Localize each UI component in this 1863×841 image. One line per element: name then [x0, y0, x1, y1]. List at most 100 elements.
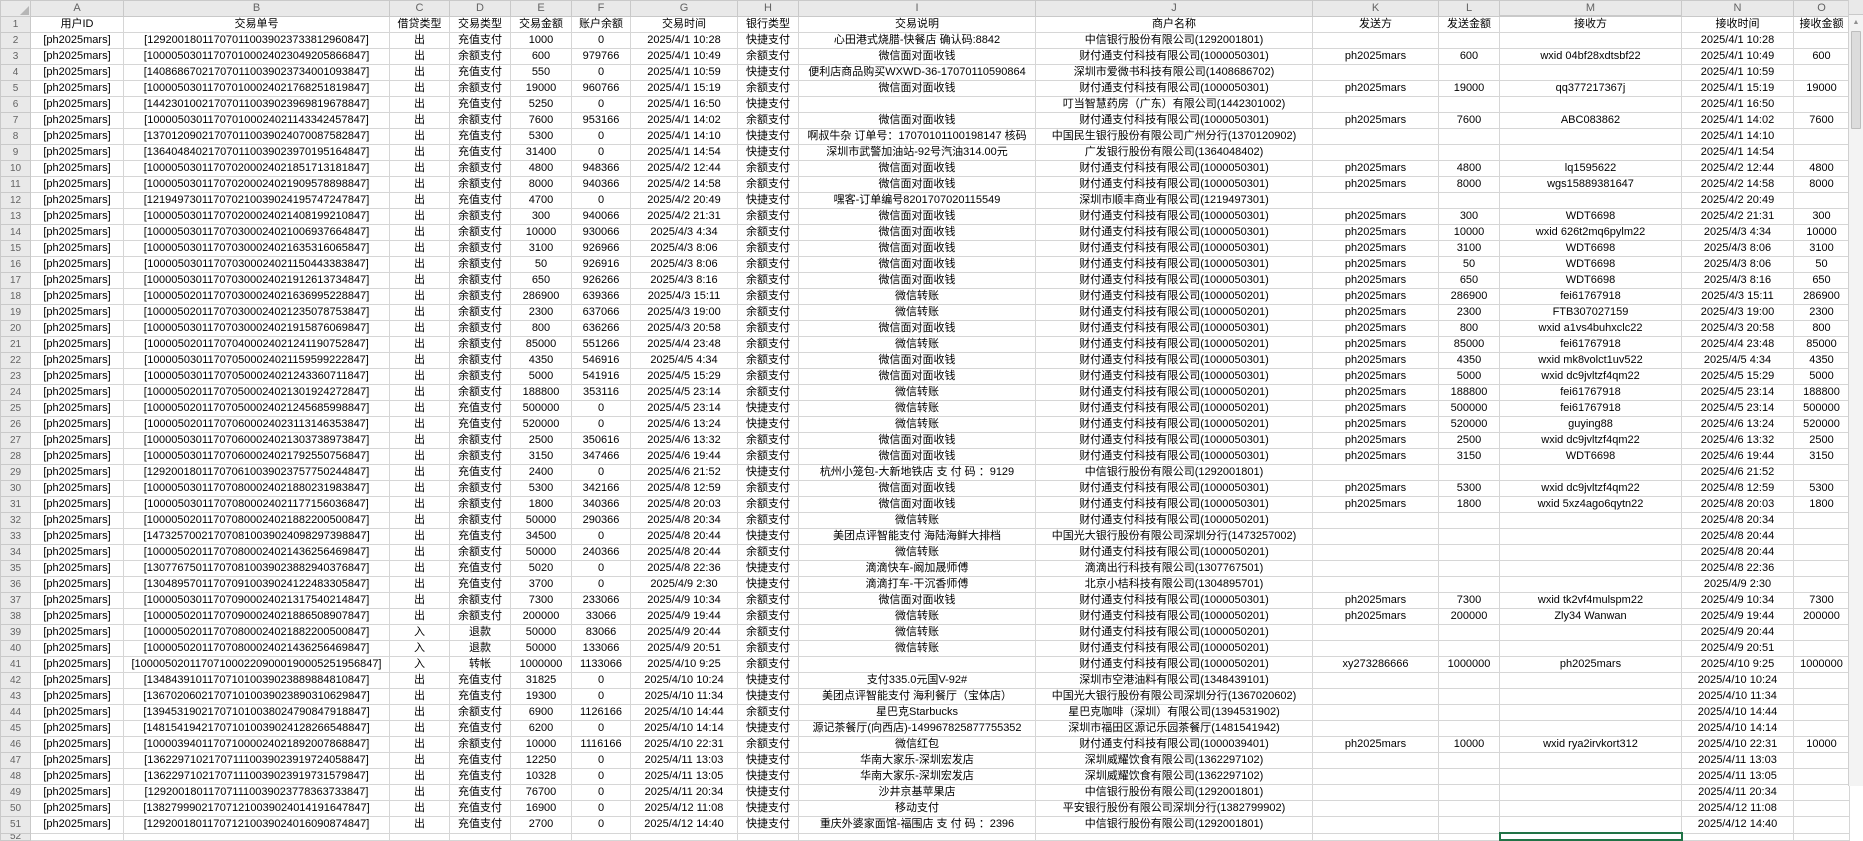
- cell[interactable]: 2025/4/3 15:11: [630, 288, 738, 305]
- cell[interactable]: [ph2025mars]: [30, 816, 124, 834]
- column-header-I[interactable]: I: [798, 0, 1036, 17]
- row-header-31[interactable]: 31: [0, 496, 31, 513]
- cell[interactable]: 2025/4/11 13:03: [1681, 752, 1794, 769]
- cell[interactable]: 充值支付: [449, 672, 511, 689]
- cell[interactable]: 926266: [571, 272, 631, 289]
- cell[interactable]: WDT6698: [1499, 240, 1682, 257]
- row-header-45[interactable]: 45: [0, 720, 31, 737]
- cell[interactable]: ph2025mars: [1312, 112, 1439, 129]
- cell[interactable]: [1498, 832, 1683, 841]
- cell[interactable]: 出: [389, 672, 450, 689]
- cell[interactable]: 出: [389, 368, 450, 385]
- cell[interactable]: 余额支付: [737, 544, 799, 561]
- cell[interactable]: 出: [389, 208, 450, 225]
- cell[interactable]: [1499, 64, 1682, 81]
- cell[interactable]: 6900: [510, 704, 572, 721]
- cell[interactable]: wgs15889381647: [1499, 176, 1682, 193]
- row-header-3[interactable]: 3: [0, 48, 31, 65]
- cell[interactable]: 2025/4/12 11:08: [1681, 800, 1794, 817]
- cell[interactable]: 财付通支付科技有限公司(1000050301): [1035, 48, 1313, 65]
- cell[interactable]: 233066: [571, 592, 631, 609]
- row-header-8[interactable]: 8: [0, 128, 31, 145]
- cell[interactable]: ph2025mars: [1312, 416, 1439, 433]
- row-header-24[interactable]: 24: [0, 384, 31, 401]
- cell[interactable]: [ph2025mars]: [30, 80, 124, 97]
- cell[interactable]: 余额支付: [449, 512, 511, 529]
- cell[interactable]: ph2025mars: [1312, 320, 1439, 337]
- cell[interactable]: 出: [389, 720, 450, 737]
- field-header-cell[interactable]: 发送金额: [1438, 15, 1500, 33]
- cell[interactable]: 0: [571, 560, 631, 577]
- cell[interactable]: [1312, 544, 1439, 561]
- cell[interactable]: 杭州小笼包-大新地铁店 支 付 码 ：9129: [798, 464, 1036, 481]
- cell[interactable]: [1793, 464, 1850, 481]
- scrollbar-thumb[interactable]: [1851, 31, 1861, 129]
- cell[interactable]: [1499, 784, 1682, 801]
- cell[interactable]: [ph2025mars]: [30, 688, 124, 705]
- cell[interactable]: fei61767918: [1499, 384, 1682, 401]
- cell[interactable]: 平安银行股份有限公司深圳分行(1382799902): [1035, 800, 1313, 817]
- cell[interactable]: 财付通支付科技有限公司(1000050201): [1035, 416, 1313, 433]
- cell[interactable]: 微信转账: [798, 336, 1036, 353]
- cell[interactable]: 财付通支付科技有限公司(1000050301): [1035, 80, 1313, 97]
- cell[interactable]: [100005030117070800024021880231983847]: [123, 480, 390, 497]
- cell[interactable]: 2025/4/3 4:34: [1681, 224, 1794, 241]
- cell[interactable]: [1499, 768, 1682, 785]
- row-header-30[interactable]: 30: [0, 480, 31, 497]
- cell[interactable]: [1499, 688, 1682, 705]
- cell[interactable]: 3100: [1793, 240, 1850, 257]
- cell[interactable]: 微信面对面收钱: [798, 256, 1036, 273]
- cell[interactable]: 财付通支付科技有限公司(1000050301): [1035, 256, 1313, 273]
- cell[interactable]: 滴滴快车-阚加晟师傅: [798, 560, 1036, 577]
- cell[interactable]: 2025/4/1 16:50: [630, 96, 738, 113]
- cell[interactable]: 19000: [1438, 80, 1500, 97]
- cell[interactable]: 出: [389, 288, 450, 305]
- cell[interactable]: [136702060217071010039023890310629847]: [123, 688, 390, 705]
- cell[interactable]: 50000: [510, 544, 572, 561]
- cell[interactable]: 600: [510, 48, 572, 65]
- cell[interactable]: 50000: [510, 640, 572, 657]
- cell[interactable]: 200000: [1438, 608, 1500, 625]
- cell[interactable]: 200000: [1793, 608, 1850, 625]
- cell[interactable]: ph2025mars: [1312, 160, 1439, 177]
- cell[interactable]: [ph2025mars]: [30, 32, 124, 49]
- cell[interactable]: [ph2025mars]: [30, 64, 124, 81]
- field-header-cell[interactable]: 接收方: [1499, 15, 1682, 33]
- cell[interactable]: [ph2025mars]: [30, 464, 124, 481]
- cell[interactable]: 2025/4/10 10:24: [630, 672, 738, 689]
- cell[interactable]: [1438, 64, 1500, 81]
- cell[interactable]: 入: [389, 656, 450, 673]
- cell[interactable]: 出: [389, 352, 450, 369]
- row-header-22[interactable]: 22: [0, 352, 31, 369]
- cell[interactable]: 出: [389, 80, 450, 97]
- cell[interactable]: 2025/4/6 19:44: [630, 448, 738, 465]
- cell[interactable]: 出: [389, 304, 450, 321]
- cell[interactable]: 出: [389, 96, 450, 113]
- cell[interactable]: 出: [389, 576, 450, 593]
- cell[interactable]: wxid dc9jvltzf4qm22: [1499, 480, 1682, 497]
- row-header-32[interactable]: 32: [0, 512, 31, 529]
- cell[interactable]: 300: [1438, 208, 1500, 225]
- cell[interactable]: [1438, 832, 1500, 841]
- cell[interactable]: 余额支付: [449, 208, 511, 225]
- cell[interactable]: 充值支付: [449, 560, 511, 577]
- cell[interactable]: [100005030117070300024021915876069847]: [123, 320, 390, 337]
- cell[interactable]: ph2025mars: [1312, 80, 1439, 97]
- cell[interactable]: 余额支付: [737, 160, 799, 177]
- cell[interactable]: [ph2025mars]: [30, 784, 124, 801]
- cell[interactable]: [ph2025mars]: [30, 272, 124, 289]
- cell[interactable]: [ph2025mars]: [30, 736, 124, 753]
- row-header-36[interactable]: 36: [0, 576, 31, 593]
- cell[interactable]: [1438, 752, 1500, 769]
- cell[interactable]: 出: [389, 768, 450, 785]
- cell[interactable]: 2025/4/6 21:52: [1681, 464, 1794, 481]
- cell[interactable]: 充值支付: [449, 784, 511, 801]
- cell[interactable]: 2025/4/3 19:00: [630, 304, 738, 321]
- cell[interactable]: wxid tk2vf4mulspm22: [1499, 592, 1682, 609]
- row-header-25[interactable]: 25: [0, 400, 31, 417]
- column-header-D[interactable]: D: [449, 0, 511, 17]
- cell[interactable]: 充值支付: [449, 768, 511, 785]
- cell[interactable]: 深圳威耀饮食有限公司(1362297102): [1035, 752, 1313, 769]
- cell[interactable]: 342166: [571, 480, 631, 497]
- cell[interactable]: [1312, 560, 1439, 577]
